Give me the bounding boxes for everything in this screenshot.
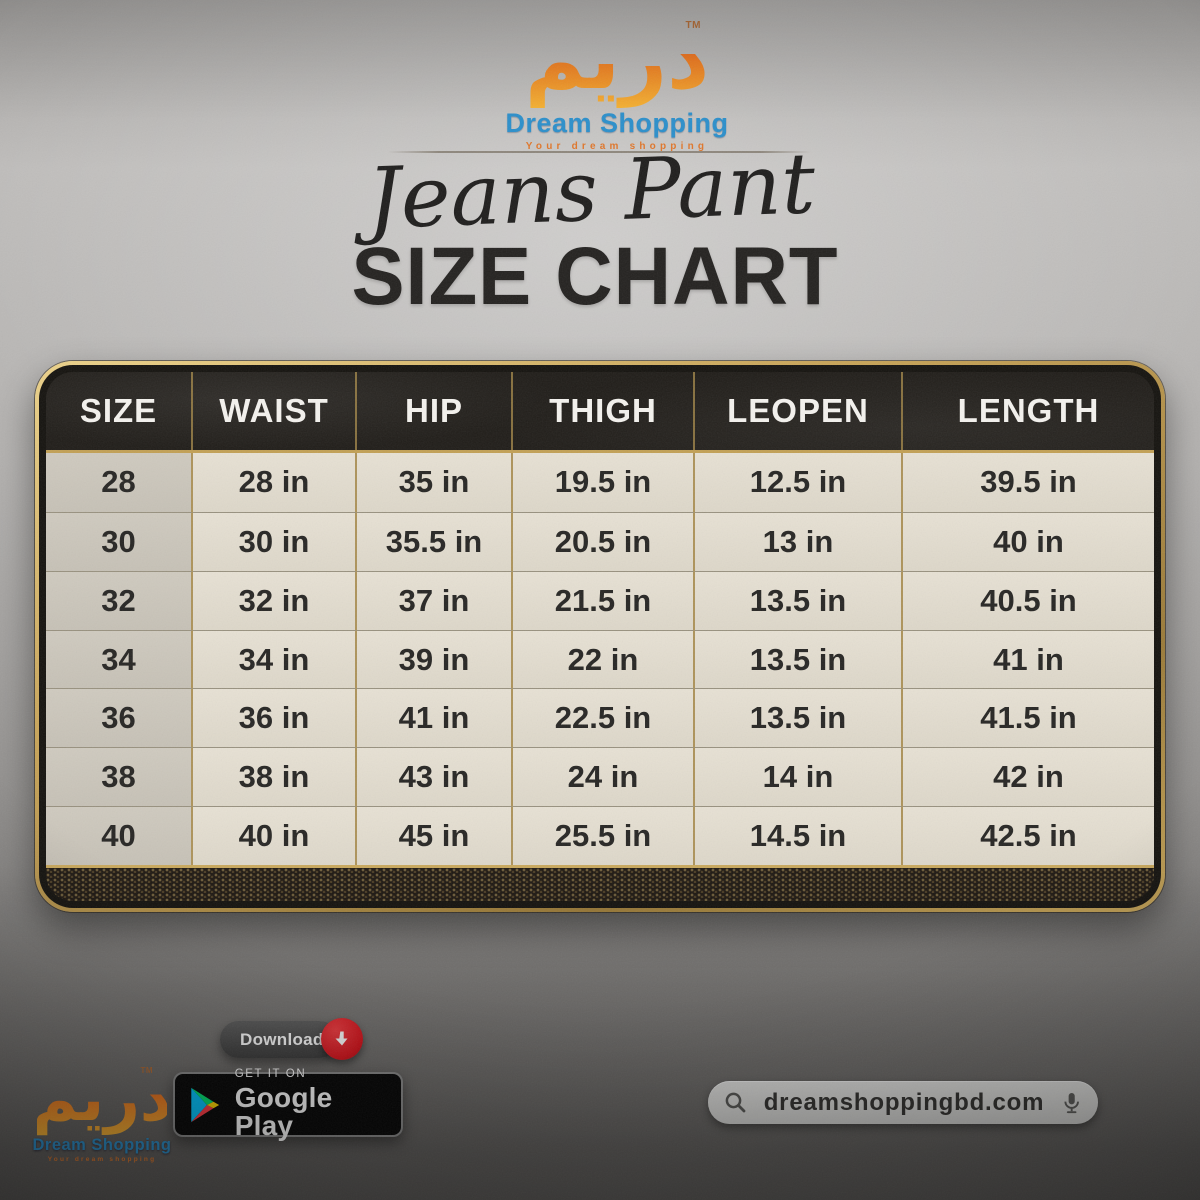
- table-header-cell: HIP: [357, 372, 513, 450]
- table-cell: 40 in: [193, 806, 357, 866]
- table-header-cell: SIZE: [46, 372, 193, 450]
- brand-logo-bottom: دريم TM Dream Shopping Your dream shoppi…: [32, 1056, 172, 1163]
- table-cell: 13 in: [695, 511, 903, 571]
- table-header-cell: LENGTH: [957, 392, 1100, 429]
- search-icon[interactable]: [724, 1091, 747, 1114]
- size-chart-table: SIZE WAIST HIP THIGH LEOPEN LENGTH 28 28 in 35 …: [35, 361, 1165, 912]
- google-play-get-it-on: GET IT ON: [234, 1068, 307, 1081]
- table-row: 30 30 in 35.5 in 20.5 in 13 in 40 in: [46, 511, 1154, 571]
- table-cell: 21.5 in: [513, 570, 695, 630]
- table-row: 28 28 in 35 in 19.5 in 12.5 in 39.5 in: [46, 453, 1154, 512]
- table-cell: 32 in: [193, 570, 357, 630]
- table-cell: 38 in: [193, 747, 357, 807]
- google-play-icon: [191, 1087, 220, 1122]
- table-cell: 41 in: [903, 629, 1154, 689]
- table-header-cell: WAIST: [193, 372, 357, 450]
- table-cell: 14.5 in: [695, 806, 903, 866]
- table-cell: 40.5 in: [903, 570, 1154, 630]
- arabic-calligraphy-icon: دريم: [527, 13, 707, 108]
- table-cell: 14 in: [695, 747, 903, 807]
- download-button-label: Download: [240, 1029, 324, 1049]
- table-row: 38 38 in 43 in 24 in 14 in 42 in: [46, 747, 1154, 807]
- brand-name: Dream Shopping: [505, 108, 729, 138]
- table-cell: 34: [46, 629, 193, 689]
- table-cell: 19.5 in: [513, 453, 695, 512]
- table-cell: 42 in: [903, 747, 1154, 807]
- trademark-symbol: TM: [140, 1066, 153, 1075]
- table-cell: 36 in: [193, 688, 357, 748]
- table-cell: 20.5 in: [513, 511, 695, 571]
- table-header-cell: THIGH: [513, 372, 695, 450]
- table-cell: 22 in: [513, 629, 695, 689]
- table-frame-inner: SIZE WAIST HIP THIGH LEOPEN LENGTH 28 28 in 35 …: [39, 365, 1161, 908]
- table-decorative-band: [46, 865, 1154, 901]
- website-url-text: dreamshoppingbd.com: [763, 1088, 1045, 1116]
- brand-name: Dream Shopping: [32, 1136, 172, 1154]
- table-cell: 39.5 in: [903, 453, 1154, 512]
- table-cell: 13.5 in: [695, 629, 903, 689]
- table-header-row: SIZE WAIST HIP THIGH LEOPEN LENGTH: [46, 372, 1154, 453]
- table-cell: 13.5 in: [695, 570, 903, 630]
- table-cell: 45 in: [357, 806, 513, 866]
- table-cell: 36: [46, 688, 193, 748]
- table-cell: 13.5 in: [695, 688, 903, 748]
- arabic-calligraphy-logo-small: دريم TM: [37, 1056, 167, 1136]
- table-cell: 42.5 in: [903, 806, 1154, 866]
- google-play-badge[interactable]: GET IT ON Google Play: [173, 1068, 403, 1141]
- svg-text:دريم: دريم: [527, 13, 707, 108]
- table-header-cell: LEOPEN: [695, 372, 903, 450]
- table-row: 34 34 in 39 in 22 in 13.5 in 41 in: [46, 629, 1154, 689]
- table-cell: 40 in: [903, 511, 1154, 571]
- table-cell: 41 in: [357, 688, 513, 748]
- table-cell: 41.5 in: [903, 688, 1154, 748]
- table-cell: 28: [46, 453, 193, 512]
- table-cell: 22.5 in: [513, 688, 695, 748]
- table-row: 40 40 in 45 in 25.5 in 14.5 in 42.5 in: [46, 806, 1154, 866]
- table-cell: 24 in: [513, 747, 695, 807]
- brand-logo-top: دريم TM Dream Shopping Your dream shoppi…: [17, 4, 1200, 152]
- download-arrow-icon: [335, 1031, 348, 1046]
- table-cell: 40: [46, 806, 193, 866]
- table-cell: 25.5 in: [513, 806, 695, 866]
- table-cell: 39 in: [357, 629, 513, 689]
- table-cell: 30: [46, 511, 193, 571]
- page-title: SIZE CHART: [351, 231, 839, 322]
- download-arrow-badge: [321, 1018, 363, 1060]
- brand-tagline: Your dream shopping: [47, 1156, 157, 1163]
- table-cell: 37 in: [357, 570, 513, 630]
- table-cell: 12.5 in: [695, 453, 903, 512]
- arabic-calligraphy-logo: دريم TM: [527, 4, 707, 108]
- table-cell: 32: [46, 570, 193, 630]
- table-cell: 34 in: [193, 629, 357, 689]
- table-body: 28 28 in 35 in 19.5 in 12.5 in 39.5 in 30 30 in…: [46, 453, 1154, 866]
- google-play-store-name: Google Play: [234, 1081, 333, 1141]
- table-cell: 35 in: [357, 453, 513, 512]
- trademark-symbol: TM: [685, 20, 701, 31]
- microphone-icon[interactable]: [1061, 1091, 1082, 1115]
- table-cell: 43 in: [357, 747, 513, 807]
- table-cell: 28 in: [193, 453, 357, 512]
- table-cell: 35.5 in: [357, 511, 513, 571]
- table-row: 32 32 in 37 in 21.5 in 13.5 in 40.5 in: [46, 570, 1154, 630]
- table-cell: 30 in: [193, 511, 357, 571]
- website-search-bar[interactable]: dreamshoppingbd.com: [708, 1081, 1098, 1124]
- table-cell: 38: [46, 747, 193, 807]
- download-button[interactable]: Download: [220, 1018, 363, 1060]
- table-row: 36 36 in 41 in 22.5 in 13.5 in 41.5 in: [46, 688, 1154, 748]
